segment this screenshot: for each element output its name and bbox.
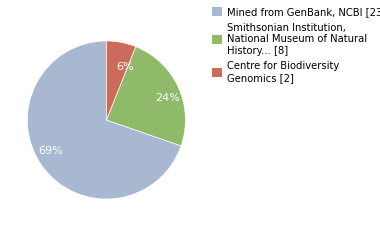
Text: 6%: 6%: [117, 62, 134, 72]
Legend: Mined from GenBank, NCBI [23], Smithsonian Institution,
National Museum of Natur: Mined from GenBank, NCBI [23], Smithsoni…: [210, 5, 380, 85]
Wedge shape: [27, 41, 181, 199]
Wedge shape: [106, 41, 136, 120]
Text: 24%: 24%: [155, 93, 180, 103]
Text: 69%: 69%: [38, 146, 63, 156]
Wedge shape: [106, 47, 185, 146]
